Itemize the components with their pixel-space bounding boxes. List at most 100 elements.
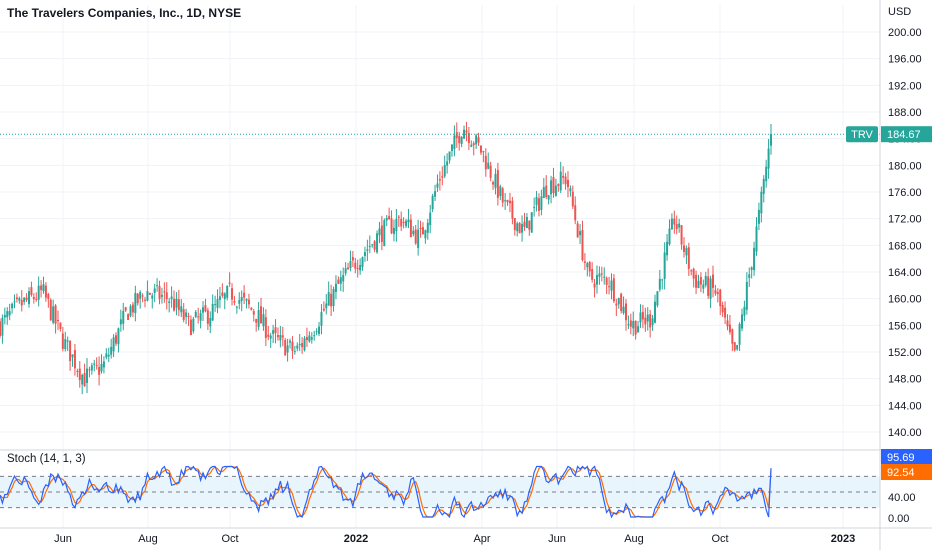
candle-body[interactable] xyxy=(124,307,127,311)
candle-body[interactable] xyxy=(530,212,533,233)
candle-body[interactable] xyxy=(240,297,243,301)
candle-body[interactable] xyxy=(465,130,468,133)
candle-body[interactable] xyxy=(753,247,756,271)
candle-body[interactable] xyxy=(557,184,560,186)
candle-body[interactable] xyxy=(289,340,292,343)
candle-body[interactable] xyxy=(426,222,429,233)
candle-body[interactable] xyxy=(301,343,304,348)
candle-body[interactable] xyxy=(303,338,306,351)
candle-body[interactable] xyxy=(540,196,543,210)
candle-body[interactable] xyxy=(431,195,434,210)
candle-body[interactable] xyxy=(501,188,504,203)
candle-body[interactable] xyxy=(243,292,246,298)
candle-body[interactable] xyxy=(450,144,453,151)
candle-body[interactable] xyxy=(656,291,659,306)
candle-body[interactable] xyxy=(337,279,340,284)
candle-body[interactable] xyxy=(168,301,171,304)
candle-body[interactable] xyxy=(247,299,250,305)
candle-body[interactable] xyxy=(110,346,113,355)
candle-body[interactable] xyxy=(475,135,478,145)
candle-body[interactable] xyxy=(504,200,507,202)
candle-body[interactable] xyxy=(78,368,81,381)
candle-body[interactable] xyxy=(615,303,618,306)
candle-body[interactable] xyxy=(199,313,202,321)
candle-body[interactable] xyxy=(482,151,485,153)
candle-body[interactable] xyxy=(545,185,548,197)
candle-body[interactable] xyxy=(535,196,538,205)
candle-body[interactable] xyxy=(385,218,388,221)
candle-body[interactable] xyxy=(595,275,598,285)
candle-body[interactable] xyxy=(608,286,611,288)
candle-body[interactable] xyxy=(173,298,176,311)
candle-body[interactable] xyxy=(25,297,28,300)
candle-body[interactable] xyxy=(409,219,412,238)
candle-body[interactable] xyxy=(209,317,212,327)
candle-body[interactable] xyxy=(600,273,603,275)
candle-body[interactable] xyxy=(523,221,526,227)
candle-body[interactable] xyxy=(255,318,258,323)
candle-body[interactable] xyxy=(624,303,627,321)
candle-body[interactable] xyxy=(279,334,282,341)
candle-body[interactable] xyxy=(588,262,591,272)
candle-body[interactable] xyxy=(185,312,188,317)
candle-body[interactable] xyxy=(194,311,197,317)
candle-body[interactable] xyxy=(467,133,470,144)
candle-body[interactable] xyxy=(494,173,497,188)
candle-body[interactable] xyxy=(284,339,287,356)
candle-body[interactable] xyxy=(371,244,374,246)
candle-body[interactable] xyxy=(496,170,499,198)
candle-body[interactable] xyxy=(231,288,234,300)
candle-body[interactable] xyxy=(54,305,57,324)
candle-body[interactable] xyxy=(0,321,1,336)
candle-body[interactable] xyxy=(395,218,398,232)
candle-body[interactable] xyxy=(463,129,466,139)
candle-body[interactable] xyxy=(228,282,231,284)
candle-body[interactable] xyxy=(537,198,540,211)
candle-body[interactable] xyxy=(260,306,263,324)
candle-body[interactable] xyxy=(443,165,446,177)
candle-body[interactable] xyxy=(238,299,241,304)
candle-body[interactable] xyxy=(699,277,702,285)
candle-body[interactable] xyxy=(71,354,74,358)
candle-body[interactable] xyxy=(721,305,724,313)
candle-body[interactable] xyxy=(680,225,683,245)
candle-body[interactable] xyxy=(716,292,719,295)
candle-body[interactable] xyxy=(112,337,115,352)
candle-body[interactable] xyxy=(740,314,743,329)
candle-body[interactable] xyxy=(226,285,229,298)
candle-body[interactable] xyxy=(163,291,166,293)
candle-body[interactable] xyxy=(576,223,579,238)
candle-body[interactable] xyxy=(586,263,589,268)
candle-body[interactable] xyxy=(192,318,195,332)
candle-body[interactable] xyxy=(554,185,557,196)
candle-body[interactable] xyxy=(400,218,403,227)
candle-body[interactable] xyxy=(649,314,652,328)
candle-body[interactable] xyxy=(59,322,62,329)
candle-body[interactable] xyxy=(146,291,149,301)
candle-body[interactable] xyxy=(726,320,729,327)
candle-body[interactable] xyxy=(356,268,359,270)
candle-body[interactable] xyxy=(347,267,350,270)
candle-body[interactable] xyxy=(202,307,205,313)
candle-body[interactable] xyxy=(334,283,337,292)
candle-body[interactable] xyxy=(61,333,64,349)
candle-body[interactable] xyxy=(88,369,91,371)
candle-body[interactable] xyxy=(37,285,40,300)
candle-body[interactable] xyxy=(574,205,577,221)
candle-body[interactable] xyxy=(107,354,110,357)
candle-body[interactable] xyxy=(550,180,553,195)
candle-body[interactable] xyxy=(83,373,86,387)
candle-body[interactable] xyxy=(605,277,608,285)
candle-body[interactable] xyxy=(252,311,255,315)
candle-body[interactable] xyxy=(704,275,707,286)
candle-body[interactable] xyxy=(378,228,381,236)
candle-body[interactable] xyxy=(644,317,647,325)
candle-body[interactable] xyxy=(180,306,183,313)
candle-body[interactable] xyxy=(221,292,224,296)
candle-body[interactable] xyxy=(361,257,364,267)
candle-body[interactable] xyxy=(564,176,567,185)
candle-body[interactable] xyxy=(392,227,395,235)
candle-body[interactable] xyxy=(632,321,635,329)
candle-body[interactable] xyxy=(177,299,180,311)
candle-body[interactable] xyxy=(376,233,379,253)
